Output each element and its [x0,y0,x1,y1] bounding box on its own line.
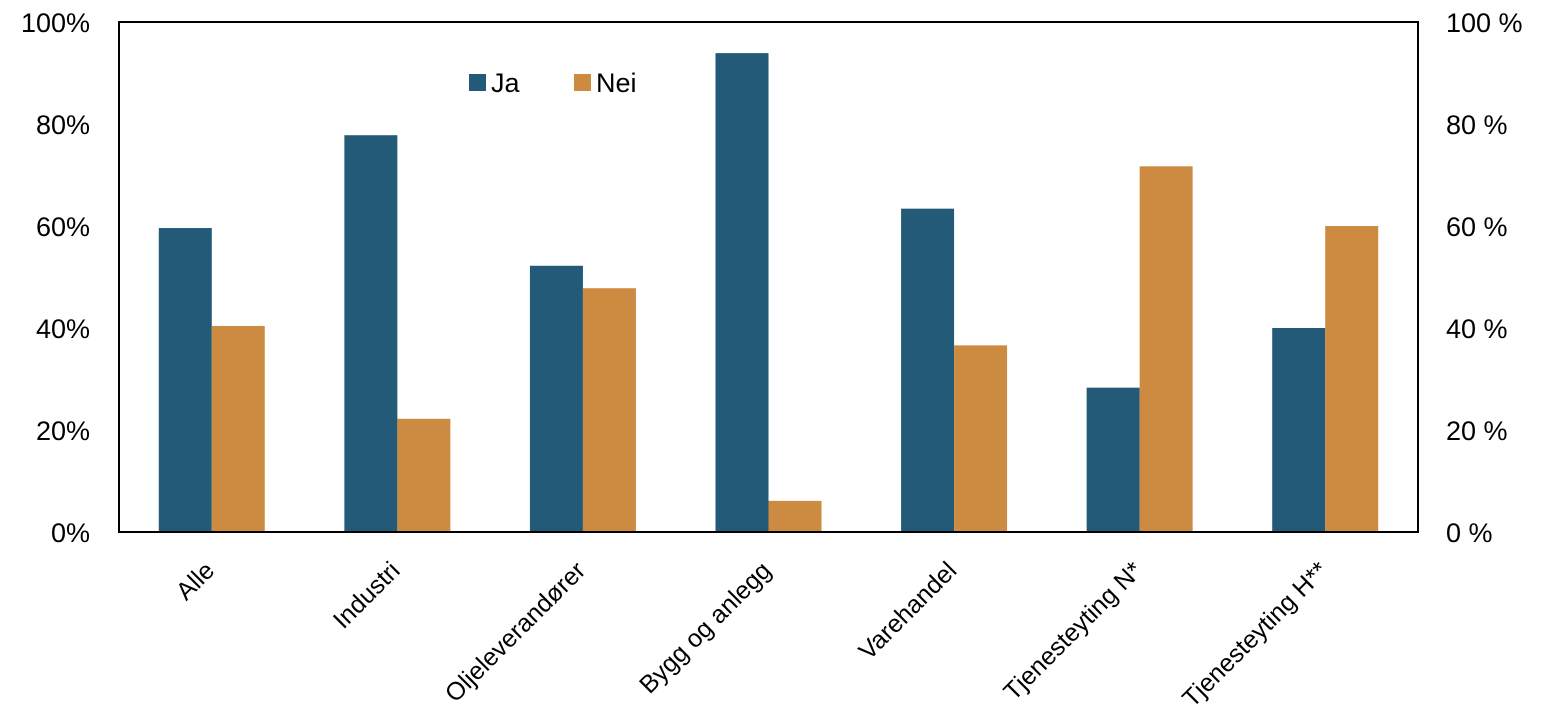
bar-ja-3 [715,53,769,533]
bar-ja-0 [158,228,212,533]
category-label: Oljeleverandører [440,556,591,707]
bar-ja-5 [1086,387,1140,532]
bar-ja-1 [344,135,398,532]
category-label: Bygg og anlegg [634,556,777,699]
right-tick-label: 20 % [1446,416,1508,446]
plot-frame [118,21,1419,533]
right-tick-label: 0 % [1446,518,1493,548]
category-label: Tjenesteyting H** [1177,556,1334,713]
legend: Ja Nei [469,68,637,98]
left-tick-label: 100% [21,8,90,38]
bar-nei-5 [1139,166,1193,532]
bar-nei-2 [582,288,636,532]
category-label: Industri [328,556,406,634]
right-axis: 0 % 20 % 40 % 60 % 80 % 100 % [1446,8,1523,548]
right-tick-label: 100 % [1446,8,1523,38]
category-label: Alle [171,556,220,605]
legend-label-nei: Nei [596,68,637,98]
bar-nei-6 [1325,226,1379,532]
left-axis: 0% 20% 40% 60% 80% 100% [21,8,90,548]
left-tick-label: 60% [36,212,90,242]
x-axis: Alle Industri Oljeleverandører Bygg og anle… [171,556,1334,713]
category-label: Varehandel [853,556,962,665]
bar-ja-4 [901,208,955,532]
left-tick-label: 20% [36,416,90,446]
bar-ja-6 [1272,328,1326,532]
right-tick-label: 40 % [1446,314,1508,344]
bar-nei-3 [768,500,822,532]
right-tick-label: 80 % [1446,110,1508,140]
right-tick-label: 60 % [1446,212,1508,242]
legend-label-ja: Ja [491,68,521,98]
bars-group [158,53,1379,533]
category-label: Tjenesteyting N* [998,556,1148,706]
bar-ja-2 [529,265,583,532]
left-tick-label: 0% [51,518,90,548]
bar-nei-0 [211,325,265,532]
left-tick-label: 80% [36,110,90,140]
bar-nei-1 [397,418,451,532]
legend-swatch-nei [574,74,591,91]
left-tick-label: 40% [36,314,90,344]
legend-swatch-ja [469,74,486,91]
bar-nei-4 [954,345,1008,532]
